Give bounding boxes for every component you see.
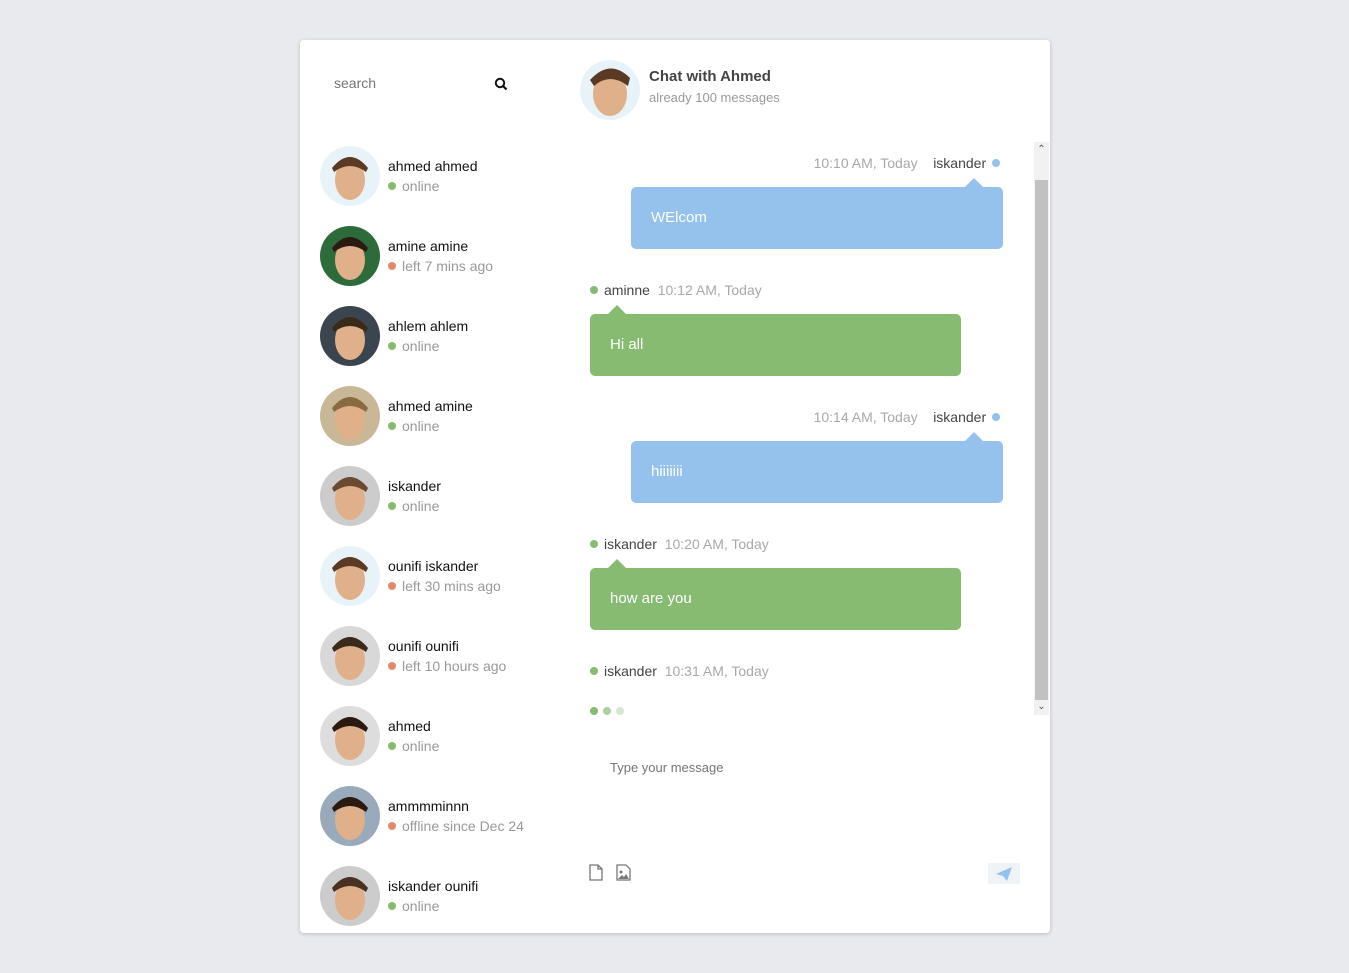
message-bubble: WElcom	[631, 178, 1003, 249]
avatar	[320, 546, 380, 606]
search-input[interactable]	[334, 75, 484, 91]
file-icon[interactable]	[589, 864, 603, 881]
contact-status: offline since Dec 24	[388, 818, 524, 834]
send-button[interactable]	[988, 863, 1020, 884]
typing-indicator	[590, 703, 630, 721]
contact-name: ammmminnn	[388, 798, 469, 814]
status-dot	[388, 742, 396, 750]
contact-status: online	[388, 898, 439, 914]
status-dot	[388, 262, 396, 270]
contact-name: ounifi ounifi	[388, 638, 459, 654]
status-dot	[388, 342, 396, 350]
contact-status: online	[388, 498, 439, 514]
message-meta: iskander 10:31 AM, Today	[590, 663, 769, 679]
avatar	[320, 306, 380, 366]
contact-name: ahmed ahmed	[388, 158, 478, 174]
avatar	[320, 226, 380, 286]
contact-name: ahlem ahlem	[388, 318, 469, 334]
message-bubble: Hi all	[590, 305, 961, 376]
image-file-icon[interactable]	[616, 864, 631, 881]
contact-status: left 10 hours ago	[388, 658, 506, 674]
avatar	[320, 146, 380, 206]
message-meta: 10:14 AM, Today iskander	[814, 409, 1000, 425]
message-bubble: how are you	[590, 559, 961, 630]
message-meta: iskander 10:20 AM, Today	[590, 536, 769, 552]
scroll-down-icon[interactable]: ⌄	[1037, 701, 1046, 712]
avatar	[320, 866, 380, 926]
contact-name: ahmed	[388, 718, 431, 734]
scroll-up-icon[interactable]: ⌃	[1037, 144, 1046, 155]
status-dot	[388, 662, 396, 670]
chat-avatar	[580, 60, 640, 120]
status-dot	[388, 502, 396, 510]
message-count: already 100 messages	[649, 90, 780, 105]
chat-title: Chat with Ahmed	[649, 68, 771, 85]
message-meta: aminne 10:12 AM, Today	[590, 282, 762, 298]
avatar	[320, 386, 380, 446]
contact-item[interactable]: iskander ounifi online	[320, 866, 560, 928]
contact-status: online	[388, 738, 439, 754]
avatar	[320, 786, 380, 846]
message-input[interactable]	[610, 760, 990, 775]
contact-name: ahmed amine	[388, 398, 473, 414]
scrollbar[interactable]: ⌃ ⌄	[1034, 142, 1049, 715]
contact-item[interactable]: ounifi iskander left 30 mins ago	[320, 546, 560, 608]
avatar	[320, 706, 380, 766]
contact-status: online	[388, 338, 439, 354]
status-dot	[388, 422, 396, 430]
contact-name: iskander ounifi	[388, 878, 479, 894]
scrollbar-thumb[interactable]	[1035, 180, 1048, 700]
contact-status: online	[388, 418, 439, 434]
contact-item[interactable]: amine amine left 7 mins ago	[320, 226, 560, 288]
contact-item[interactable]: ounifi ounifi left 10 hours ago	[320, 626, 560, 688]
contact-status: online	[388, 178, 439, 194]
contact-item[interactable]: ahmed ahmed online	[320, 146, 560, 208]
message-meta: 10:10 AM, Today iskander	[814, 155, 1000, 171]
contact-item[interactable]: ahlem ahlem online	[320, 306, 560, 368]
status-dot	[388, 822, 396, 830]
message-bubble: hiiiiiii	[631, 432, 1003, 503]
status-dot	[388, 582, 396, 590]
send-icon	[996, 867, 1012, 881]
contact-item[interactable]: iskander online	[320, 466, 560, 528]
avatar	[320, 626, 380, 686]
contact-item[interactable]: ammmminnn offline since Dec 24	[320, 786, 560, 848]
contact-item[interactable]: ahmed online	[320, 706, 560, 768]
contact-status: left 30 mins ago	[388, 578, 501, 594]
status-dot	[388, 902, 396, 910]
avatar	[320, 466, 380, 526]
contact-item[interactable]: ahmed amine online	[320, 386, 560, 448]
status-dot	[388, 182, 396, 190]
contact-name: amine amine	[388, 238, 469, 254]
contact-status: left 7 mins ago	[388, 258, 493, 274]
search-icon[interactable]	[494, 77, 508, 91]
chat-app: ahmed ahmed online amine amine left 7 mi…	[300, 40, 1050, 933]
contact-name: iskander	[388, 478, 441, 494]
contact-name: ounifi iskander	[388, 558, 479, 574]
